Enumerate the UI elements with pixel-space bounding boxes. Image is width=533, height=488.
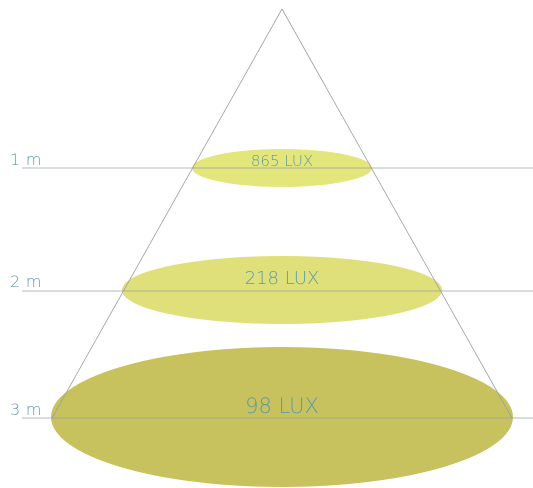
light-pool-3m [51, 347, 513, 487]
lux-label-2m: 218 LUX [245, 268, 320, 289]
light-pool-2m [122, 256, 442, 324]
lux-label-1m: 865 LUX [251, 152, 313, 170]
lux-label-3m: 98 LUX [245, 394, 319, 418]
distance-label-2m: 2 m [10, 272, 42, 291]
distance-label-1m: 1 m [10, 150, 42, 169]
cone-edge-right [281, 8, 513, 419]
distance-label-3m: 3 m [10, 400, 42, 419]
cone-edge-left [51, 8, 283, 419]
